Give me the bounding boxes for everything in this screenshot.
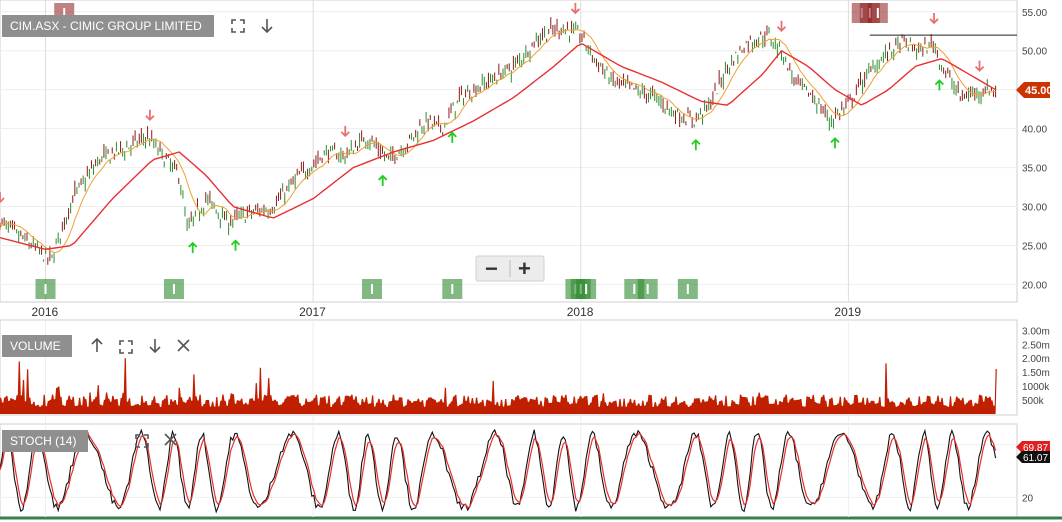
event-marker-glyph <box>646 284 649 294</box>
stoch-tick-label: 20 <box>1022 493 1034 504</box>
year-tick-label: 2017 <box>299 305 326 319</box>
event-marker-glyph <box>371 284 374 294</box>
event-marker-glyph <box>172 284 175 294</box>
expand-icon[interactable] <box>135 434 149 448</box>
stoch-k-badge: 69.87 <box>1023 443 1048 454</box>
zoom-controls: − + <box>475 255 545 282</box>
ma-short-line <box>0 29 996 254</box>
ma-long-line <box>0 43 996 250</box>
sell-signal-arrow <box>929 12 939 25</box>
price-tick-label: 35.00 <box>1022 164 1047 175</box>
price-tick-label: 20.00 <box>1022 280 1047 291</box>
buy-signal-arrow <box>378 174 388 186</box>
moving-averages <box>0 29 1017 254</box>
buy-signal-arrow <box>230 239 241 251</box>
volume-axis: 3.00m 2.50m 2.00m 1.50m 1000k 500k <box>1022 326 1050 407</box>
stoch-series <box>0 428 997 514</box>
stoch-k-line <box>0 428 997 514</box>
volume-tick-label: 2.50m <box>1022 340 1050 351</box>
stoch-d-line <box>0 432 997 508</box>
buy-signal-arrow <box>691 138 701 151</box>
move-down-icon[interactable] <box>149 339 161 354</box>
volume-panel <box>0 319 1018 416</box>
expand-icon[interactable] <box>119 340 133 354</box>
volume-series <box>0 358 997 414</box>
event-marker-glyph <box>876 8 879 18</box>
volume-area <box>0 358 997 414</box>
price-tick-label: 40.00 <box>1022 125 1047 136</box>
year-tick-label: 2019 <box>834 305 861 319</box>
price-tick-label: 30.00 <box>1022 203 1047 214</box>
event-marker-glyph <box>686 284 689 294</box>
buy-signal-arrow <box>830 137 840 149</box>
zoom-in-button[interactable]: + <box>518 256 531 281</box>
volume-label[interactable]: VOLUME <box>2 335 72 357</box>
signal-markers <box>0 2 985 299</box>
sell-signal-arrow <box>340 125 350 138</box>
year-tick-label: 2016 <box>31 305 58 319</box>
sell-signal-arrow <box>776 20 787 33</box>
zoom-out-button[interactable]: − <box>485 256 498 281</box>
symbol-title: CIM.ASX - CIMIC GROUP LIMITED <box>10 19 202 33</box>
sell-signal-arrow <box>974 60 985 72</box>
current-price-text: 45.00 <box>1025 85 1053 97</box>
move-up-icon[interactable] <box>91 337 103 352</box>
volume-tick-label: 1.50m <box>1022 368 1050 379</box>
sell-signal-arrow <box>145 109 155 122</box>
volume-tick-label: 1000k <box>1022 382 1050 393</box>
close-icon[interactable] <box>164 433 177 446</box>
time-axis: 2016 2017 2018 2019 <box>31 305 861 319</box>
event-marker-glyph <box>44 284 47 294</box>
buy-signal-arrow <box>934 79 945 91</box>
event-marker-glyph <box>63 8 66 18</box>
price-tick-label: 55.00 <box>1022 8 1047 19</box>
current-price-badge: 45.00 <box>1016 82 1053 98</box>
move-down-icon[interactable] <box>261 19 273 34</box>
volume-tick-label: 2.00m <box>1022 354 1050 365</box>
volume-title: VOLUME <box>10 339 61 353</box>
price-tick-label: 25.00 <box>1022 241 1047 252</box>
stoch-d-badge: 61.07 <box>1023 453 1048 464</box>
sell-signal-arrow <box>570 2 581 15</box>
stoch-label[interactable]: STOCH (14) <box>2 430 88 452</box>
event-marker-glyph <box>585 284 588 294</box>
close-icon[interactable] <box>177 339 190 352</box>
stoch-value-badges: 69.87 61.07 <box>1016 441 1050 464</box>
year-tick-label: 2018 <box>567 305 594 319</box>
symbol-label[interactable]: CIM.ASX - CIMIC GROUP LIMITED <box>2 15 214 37</box>
sell-signal-arrow <box>0 192 5 204</box>
volume-tick-label: 500k <box>1022 396 1045 407</box>
stoch-title: STOCH (14) <box>10 434 76 448</box>
buy-signal-arrow <box>188 241 198 253</box>
buy-signal-arrow <box>447 131 457 143</box>
event-marker-glyph <box>633 284 636 294</box>
expand-icon[interactable] <box>231 19 245 33</box>
event-marker-glyph <box>451 284 454 294</box>
volume-tick-label: 3.00m <box>1022 326 1050 337</box>
price-tick-label: 50.00 <box>1022 47 1047 58</box>
